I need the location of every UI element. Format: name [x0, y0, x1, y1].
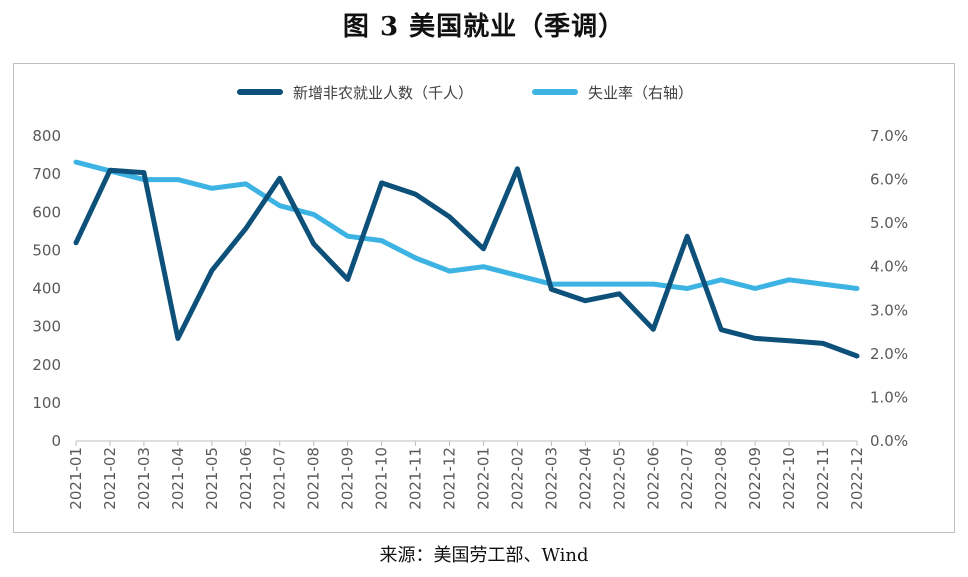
unemployment-rate-line-point — [652, 283, 654, 285]
unemployment-rate-line-point — [245, 183, 247, 185]
right-axis-tick-label: 1.0% — [870, 388, 908, 406]
x-axis-tick-label: 2021-09 — [339, 447, 357, 510]
nonfarm-payrolls-line-point — [652, 328, 654, 330]
nonfarm-payrolls-line-point — [415, 193, 417, 195]
nonfarm-payrolls-line-point — [788, 340, 790, 342]
left-axis-tick-label: 300 — [32, 318, 61, 336]
nonfarm-payrolls-line-point — [822, 342, 824, 344]
left-axis-tick-label: 700 — [32, 165, 61, 183]
nonfarm-payrolls-line-point — [313, 243, 315, 245]
nonfarm-payrolls-line-point — [516, 168, 518, 170]
nonfarm-payrolls-line-point — [754, 337, 756, 339]
unemployment-rate-line-point — [347, 235, 349, 237]
nonfarm-payrolls-line — [73, 166, 860, 359]
nonfarm-payrolls-line-point — [482, 248, 484, 250]
x-axis-tick-label: 2021-02 — [101, 447, 119, 510]
unemployment-rate-line-point — [75, 161, 77, 163]
nonfarm-payrolls-line-point — [720, 329, 722, 331]
x-axis-tick-label: 2021-07 — [271, 447, 289, 510]
x-axis-tick-label: 2022-03 — [542, 447, 560, 510]
nonfarm-payrolls-line-point — [550, 288, 552, 290]
unemployment-rate-line-point — [415, 257, 417, 259]
unemployment-rate-line-point — [313, 213, 315, 215]
legend-label-unemployment: 失业率（右轴） — [588, 84, 693, 102]
right-axis-tick-label: 4.0% — [870, 258, 908, 276]
nonfarm-payrolls-line-point — [856, 355, 858, 357]
x-axis-tick-label: 2021-10 — [373, 447, 391, 510]
unemployment-rate-line-point — [686, 288, 688, 289]
nonfarm-payrolls-line-point — [211, 270, 213, 272]
x-axis-tick-label: 2021-03 — [135, 447, 153, 510]
nonfarm-payrolls-line-point — [584, 300, 586, 302]
x-axis-tick-label: 2021-01 — [67, 447, 85, 510]
left-axis-tick-label: 0 — [51, 432, 61, 450]
chart-frame — [13, 63, 955, 533]
x-axis-tick-label: 2021-11 — [407, 447, 425, 510]
unemployment-rate-line-point — [449, 270, 451, 272]
unemployment-rate-line-point — [279, 205, 281, 207]
x-axis-tick-label: 2021-12 — [441, 447, 459, 510]
unemployment-rate-line-point — [754, 288, 756, 289]
left-axis-tick-label: 100 — [32, 394, 61, 412]
x-axis-tick-label: 2022-02 — [508, 447, 526, 510]
right-axis-tick-label: 3.0% — [870, 301, 908, 319]
right-axis-tick-label: 5.0% — [870, 214, 908, 232]
unemployment-rate-line-point — [516, 274, 518, 276]
x-axis-tick-label: 2022-06 — [644, 447, 662, 510]
x-axis-tick-label: 2021-08 — [305, 447, 323, 510]
right-axis-tick-label: 2.0% — [870, 345, 908, 363]
x-axis-tick-label: 2022-05 — [610, 447, 628, 510]
nonfarm-payrolls-line-point — [347, 278, 349, 280]
left-axis-tick-label: 400 — [32, 280, 61, 298]
x-axis-tick-label: 2022-09 — [746, 447, 764, 510]
nonfarm-payrolls-line-point — [618, 293, 620, 295]
axes: 0 100 200 300 400 500 600 700 800 0.0% 1.0% 2.0% 3.0… — [32, 127, 908, 510]
unemployment-rate-line-point — [856, 288, 858, 289]
unemployment-rate-line-point — [381, 240, 383, 242]
x-axis-tick-label: 2021-04 — [169, 447, 187, 510]
unemployment-rate-line — [73, 159, 860, 291]
unemployment-rate-line-point — [822, 283, 824, 285]
nonfarm-payrolls-line-point — [686, 235, 688, 237]
nonfarm-payrolls-line-point — [75, 242, 77, 244]
unemployment-rate-line-point — [482, 266, 484, 268]
unemployment-rate-line-point — [788, 279, 790, 281]
x-axis-tick-label: 2022-10 — [780, 447, 798, 510]
x-axis-tick-label: 2021-05 — [203, 447, 221, 510]
x-axis-tick-label: 2022-12 — [848, 447, 866, 510]
x-axis-tick-label: 2022-11 — [814, 447, 832, 510]
left-axis-tick-label: 200 — [32, 356, 61, 374]
nonfarm-payrolls-line-point — [245, 228, 247, 230]
unemployment-rate-line-point — [211, 187, 213, 189]
legend: 新增非农就业人数（千人） 失业率（右轴） — [237, 84, 693, 102]
source-note: 来源：美国劳工部、Wind — [379, 545, 589, 566]
unemployment-rate-line-point — [720, 279, 722, 281]
left-axis-tick-label: 500 — [32, 241, 61, 259]
nonfarm-payrolls-line-point — [279, 177, 281, 179]
nonfarm-payrolls-line-point — [143, 172, 145, 174]
x-axis-tick-label: 2021-06 — [237, 447, 255, 510]
nonfarm-payrolls-line-point — [449, 216, 451, 218]
series-layer — [73, 159, 860, 359]
unemployment-rate-line-point — [177, 179, 179, 181]
x-axis-tick-label: 2022-04 — [576, 447, 594, 510]
unemployment-rate-line-point — [584, 283, 586, 285]
chart-title: 图 3 美国就业（季调） — [342, 12, 626, 42]
x-axis-tick-label: 2022-08 — [712, 447, 730, 510]
nonfarm-payrolls-line-point — [381, 182, 383, 184]
right-axis-tick-label: 7.0% — [870, 127, 908, 145]
right-axis-tick-label: 6.0% — [870, 171, 908, 189]
left-axis-tick-label: 600 — [32, 203, 61, 221]
unemployment-rate-line-point — [618, 283, 620, 285]
nonfarm-payrolls-line-point — [177, 337, 179, 339]
x-axis-tick-label: 2022-01 — [474, 447, 492, 510]
x-axis-tick-label: 2022-07 — [678, 447, 696, 510]
right-axis-tick-label: 0.0% — [870, 432, 908, 450]
legend-label-payrolls: 新增非农就业人数（千人） — [293, 84, 473, 102]
nonfarm-payrolls-line-point — [109, 169, 111, 171]
left-axis-tick-label: 800 — [32, 127, 61, 145]
